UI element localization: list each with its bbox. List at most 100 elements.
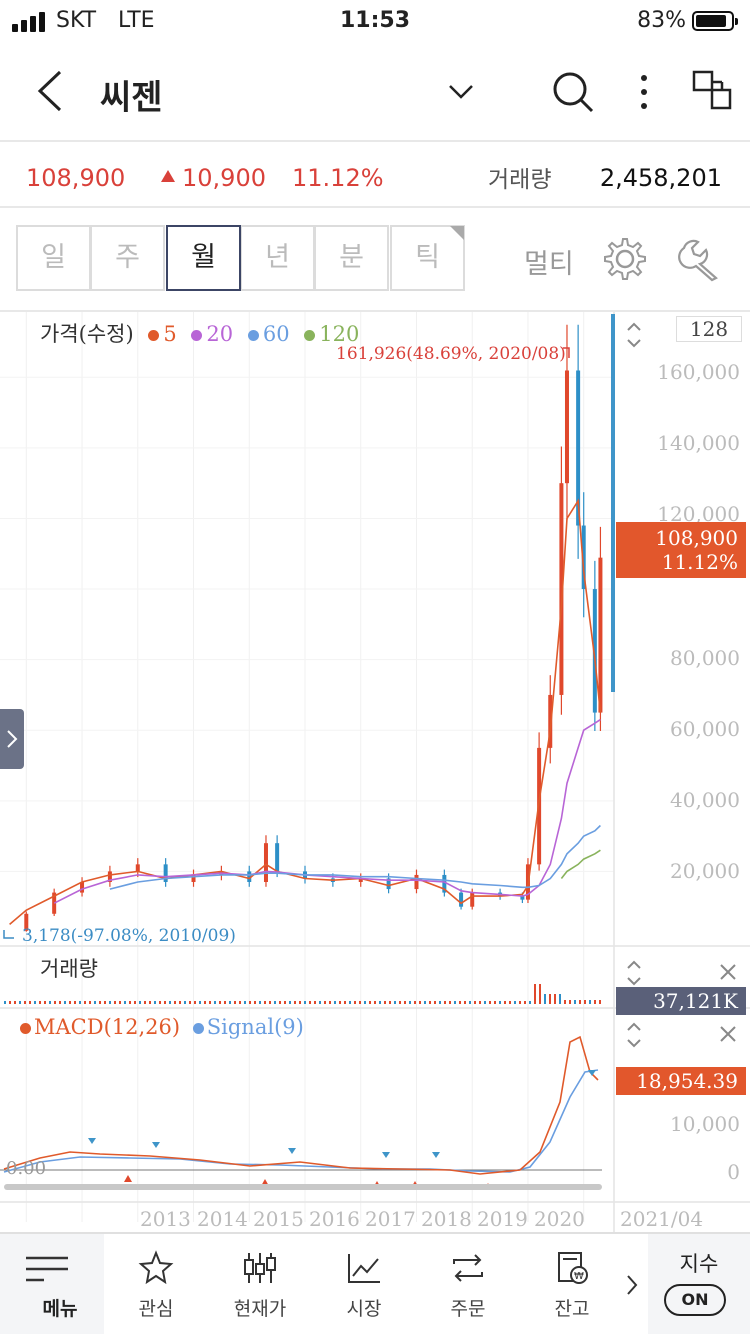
chevron-right-icon[interactable] [622,1270,642,1300]
volume-bar [329,1001,331,1004]
collapse-toggle-icon[interactable] [624,320,644,350]
nav-index-label: 지수 [679,1252,719,1276]
candle-body [247,871,252,882]
volume-bar [594,1000,596,1004]
x-tick-2020: 2020 [534,1207,585,1231]
signal-label: Signal(9) [206,1015,304,1039]
gear-icon[interactable] [602,236,648,282]
tag-rate: 11.12% [661,550,738,574]
tab-day[interactable]: 일 [16,225,91,291]
volume-bar [444,1001,446,1004]
change-rate: 11.12% [292,164,384,192]
volume-bar [409,1001,411,1004]
macd-resize-icon[interactable] [624,1020,644,1050]
price-change: 10,900 [182,164,266,192]
search-icon[interactable] [548,68,596,116]
volume-bar [544,994,546,1004]
volume-bar [324,1001,326,1004]
current-price-tag: 108,900 11.12% [616,522,746,578]
volume-resize-icon[interactable] [624,958,644,988]
candle-body [24,913,29,931]
volume-value: 2,458,201 [599,164,722,192]
status-bar: SKT LTE 11:53 83% [0,0,750,42]
volume-bar [484,1001,486,1004]
candle-body [564,370,569,484]
chart-legend: 가격(수정) 5 20 60 120 [40,318,359,348]
volume-bar [164,1001,166,1004]
volume-bar [269,1001,271,1004]
star-icon [138,1250,174,1285]
volume-bar [394,1001,396,1004]
peak-price-label: 161,926(48.69%, 2020/08) [336,344,566,364]
y-tick-140000: 140,000 [657,431,740,455]
chart-canvas[interactable] [0,312,750,1232]
stock-chart[interactable]: 가격(수정) 5 20 60 120 128 161,926(48.69%, 2… [0,310,750,1232]
volume-value-tag: 37,121K [616,987,746,1015]
macd-tick-0: 0 [727,1160,740,1184]
volume-bar [229,1001,231,1004]
candle-body [592,589,597,713]
volume-bar [144,1001,146,1004]
candle-body [275,843,280,872]
candle-body [135,864,140,872]
volume-bar [464,1001,466,1004]
volume-bar [359,1001,361,1004]
nav-watchlist[interactable]: 관심 [104,1234,208,1334]
x-tick-2019: 2019 [477,1207,528,1231]
multi-window-icon[interactable] [690,68,738,116]
candlestick-icon [244,1253,276,1283]
volume-bar [369,1001,371,1004]
volume-bar [109,1001,111,1004]
x-tick-2013: 2013 [140,1207,191,1231]
exchange-arrows-icon [453,1254,483,1282]
volume-bar [239,1001,241,1004]
tab-month[interactable]: 월 [166,225,241,291]
multi-chart-button[interactable]: 멀티 [524,249,574,280]
nav-order-label: 주문 [450,1298,486,1320]
nav-current-price[interactable]: 현재가 [208,1234,312,1334]
y-tick-40000: 40,000 [670,788,740,812]
nav-menu[interactable]: 메뉴 [0,1234,104,1334]
volume-bar [29,1001,31,1004]
macd-legend: MACD(12,26) Signal(9) [20,1015,304,1039]
candle-body [581,525,586,590]
volume-bar [549,994,551,1004]
chevron-down-icon[interactable] [444,78,478,104]
tab-minute[interactable]: 분 [314,225,389,291]
signal-sell-arrow [152,1142,160,1148]
volume-bar [129,1001,131,1004]
ma-line-120 [560,849,601,879]
volume-bar [134,1001,136,1004]
signal-sell-arrow [588,1070,596,1076]
back-arrow-icon[interactable] [30,68,70,114]
volume-bar [289,1001,291,1004]
volume-bar [174,1001,176,1004]
nav-market[interactable]: 시장 [312,1234,416,1334]
macd-value-tag: 18,954.39 [616,1067,746,1095]
volume-bar [379,1001,381,1004]
nav-order[interactable]: 주문 [416,1234,520,1334]
tab-week[interactable]: 주 [90,225,165,291]
volume-close-icon[interactable] [718,962,738,982]
current-range-bar [611,314,615,692]
side-panel-handle[interactable] [0,709,24,769]
tab-year[interactable]: 년 [240,225,315,291]
volume-bar [424,1001,426,1004]
macd-close-icon[interactable] [718,1024,738,1044]
wrench-icon[interactable] [676,236,722,282]
volume-bar [259,1001,261,1004]
index-toggle[interactable]: ON [664,1284,726,1316]
x-tick-2014: 2014 [197,1207,248,1231]
nav-balance[interactable]: ₩ 잔고 [520,1234,624,1334]
volume-bar [454,1001,456,1004]
tab-tick[interactable]: 틱 [390,225,465,291]
volume-bar [214,1001,216,1004]
stock-name[interactable]: 씨젠 [100,78,163,118]
volume-bar [524,1001,526,1004]
candle-body [358,878,363,882]
more-vertical-icon[interactable] [630,68,658,116]
candle-count-box[interactable]: 128 [676,316,742,342]
volume-bar [74,1001,76,1004]
volume-bar [54,1001,56,1004]
nav-index[interactable]: 지수 ON [648,1234,750,1334]
